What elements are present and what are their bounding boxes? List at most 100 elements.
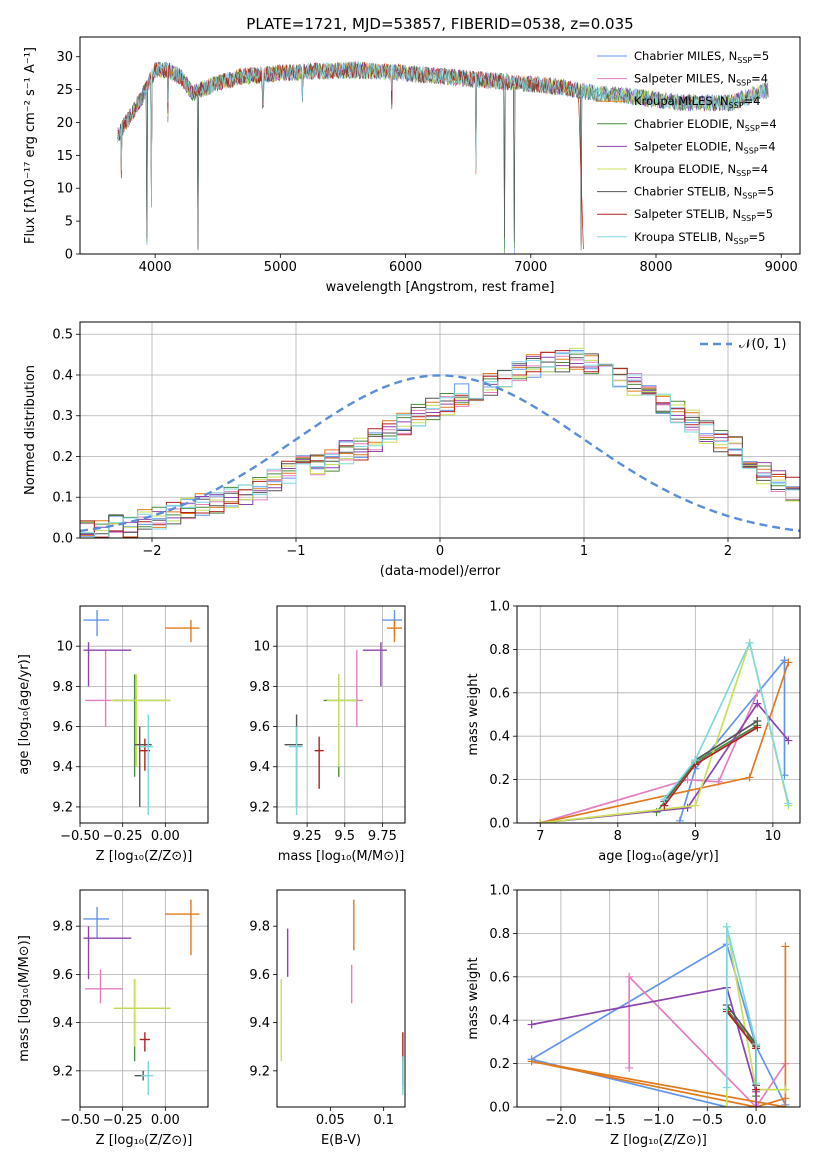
plot-area: [83, 610, 200, 815]
spectrum-line-5: [117, 61, 769, 200]
spectrum-line-8: [117, 61, 769, 205]
panel-weight-vs-Z: −2.0 −1.5 −1.0 −0.5 0.0 0.0 0.2 0.4 0.6 0.8 1.0 Z […: [466, 884, 801, 1148]
y-tick-label: 0.8: [489, 927, 510, 942]
y-tick-label: 9.8: [249, 920, 270, 935]
x-tick-label: 0.00: [151, 1113, 180, 1128]
legend-label: Chabrier ELODIE, NSSP=4: [634, 117, 777, 133]
weight-line-1: [628, 974, 787, 1107]
histogram-7: [80, 350, 800, 538]
x-tick-label: 5000: [264, 260, 297, 275]
plot-area: [117, 61, 769, 254]
weight-marker: [722, 1103, 731, 1107]
histogram-2: [80, 351, 800, 538]
x-tick-label: 0: [436, 544, 444, 559]
y-tick-label: 10: [253, 640, 270, 655]
plot-area: [80, 347, 800, 538]
weight-line-8: [725, 926, 757, 1088]
axes-frame: [79, 321, 801, 539]
y-tick-label: 0: [65, 248, 73, 263]
x-tick-label: 9.75: [368, 829, 397, 844]
y-tick-label: 0.0: [52, 532, 73, 547]
weight-marker: [625, 1063, 634, 1072]
x-tick-label: −0.50: [60, 829, 100, 844]
weight-marker: [752, 1040, 761, 1049]
weight-marker: [784, 658, 793, 667]
x-tick-label: 6000: [389, 260, 422, 275]
y-tick-label: 0.6: [489, 686, 510, 701]
weight-marker: [536, 819, 545, 823]
y-tick-label: 9.6: [52, 720, 73, 735]
histogram-4: [80, 356, 800, 535]
y-tick-label: 5: [65, 215, 73, 230]
plots-layer: 4000 5000 6000 7000 8000 9000051015202530wave…: [17, 36, 801, 1148]
legend-label: Chabrier MILES, NSSP=5: [634, 49, 769, 65]
y-tick-label: 0.2: [489, 773, 510, 788]
panel-age-vs-mass: 9.25 9.5 9.75 9.2 9.4 9.6 9.8 10 mass [log₁₀(M/M…: [249, 605, 406, 864]
x-tick-label: −2.0: [545, 1113, 577, 1128]
axes-frame: [79, 605, 209, 824]
y-axis-label: age [log₁₀(age/yr)]: [17, 654, 32, 775]
weight-marker: [784, 799, 793, 808]
x-axis-label: Z [log₁₀(Z/Z⊙)]: [610, 1133, 707, 1148]
y-axis-label: mass [log₁₀(M/M⊙)]: [17, 935, 32, 1062]
x-axis-label: mass [log₁₀(M/M⊙)]: [278, 849, 405, 864]
y-tick-label: 0.6: [489, 970, 510, 985]
histogram-0: [80, 350, 800, 538]
x-tick-label: 0.00: [151, 829, 180, 844]
y-tick-label: 0.2: [489, 1057, 510, 1072]
weight-marker: [753, 723, 762, 732]
weight-marker: [625, 972, 634, 981]
figure-title: PLATE=1721, MJD=53857, FIBERID=0538, z=0…: [246, 15, 633, 33]
panel-mass-vs-Z: −0.50 −0.25 0.00 9.2 9.4 9.6 9.8 Z [log₁₀(Z/Z⊙)…: [17, 889, 209, 1148]
y-tick-label: 0.0: [489, 1101, 510, 1116]
weight-marker: [745, 773, 754, 782]
panel-mass-vs-ebv: 0.05 0.1 9.2 9.4 9.6 9.8 E(B-V): [249, 889, 406, 1148]
y-tick-label: 9.8: [52, 920, 73, 935]
legend-label: Kroupa ELODIE, NSSP=4: [634, 162, 768, 178]
x-tick-label: 7000: [514, 260, 547, 275]
normal-curve: [80, 374, 800, 533]
panel-age-vs-Z: −0.50 −0.25 0.00 9.2 9.4 9.6 9.8 10 Z [log₁₀(Z/Z…: [17, 605, 209, 864]
x-tick-label: −0.25: [103, 1113, 143, 1128]
y-tick-label: 9.6: [249, 968, 270, 983]
y-tick-label: 30: [56, 50, 73, 65]
legend-label: Chabrier STELIB, NSSP=5: [634, 185, 774, 201]
y-tick-label: 0.5: [52, 328, 73, 343]
axes-frame: [79, 36, 801, 255]
weight-marker: [722, 1083, 731, 1092]
y-axis-label: mass weight: [466, 957, 481, 1039]
plot-area: [284, 610, 402, 815]
y-tick-label: 25: [56, 83, 73, 98]
weight-marker: [691, 801, 700, 810]
y-axis-label: Flux [fλ10⁻¹⁷ erg cm⁻² s⁻¹ A⁻¹]: [23, 47, 38, 244]
panel-spectrum: 4000 5000 6000 7000 8000 9000 0 5 10 15 20 25 30 wave…: [23, 36, 801, 295]
plot-area: [527, 922, 790, 1107]
spectrum-line-7: [117, 61, 584, 250]
x-tick-label: −1: [286, 544, 305, 559]
y-tick-label: 0.3: [52, 409, 73, 424]
y-tick-label: 9.4: [52, 1016, 73, 1031]
weight-marker: [660, 795, 669, 804]
weight-marker: [784, 736, 793, 745]
x-axis-label: Z [log₁₀(Z/Z⊙)]: [96, 1133, 193, 1148]
weight-line-0: [678, 657, 786, 822]
weight-marker: [753, 699, 762, 708]
y-tick-label: 0.2: [52, 450, 73, 465]
axes-frame: [276, 889, 406, 1108]
y-tick-label: 9.2: [249, 800, 270, 815]
x-axis-label: wavelength [Angstrom, rest frame]: [326, 280, 555, 295]
weight-marker: [745, 638, 754, 647]
histogram-6: [80, 353, 800, 535]
y-tick-label: 9.2: [52, 800, 73, 815]
x-tick-label: −2: [142, 544, 161, 559]
axes-frame: [516, 605, 801, 824]
legend-label: Salpeter STELIB, NSSP=5: [634, 207, 773, 223]
weight-marker: [683, 803, 692, 812]
weight-marker: [781, 1085, 790, 1094]
y-tick-label: 15: [56, 149, 73, 164]
y-tick-label: 9.2: [249, 1064, 270, 1079]
x-tick-label: 0.05: [316, 1113, 345, 1128]
y-tick-label: 9.4: [52, 760, 73, 775]
weight-marker: [691, 756, 700, 765]
y-tick-label: 0.8: [489, 643, 510, 658]
